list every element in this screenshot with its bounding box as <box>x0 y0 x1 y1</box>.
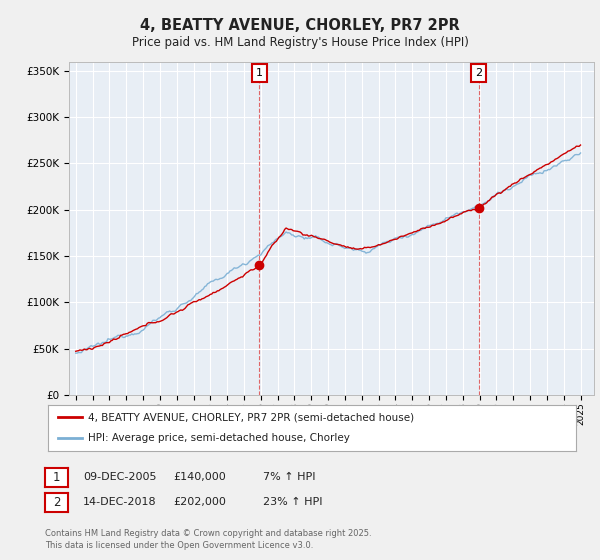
Text: 1: 1 <box>256 68 263 78</box>
Text: 4, BEATTY AVENUE, CHORLEY, PR7 2PR: 4, BEATTY AVENUE, CHORLEY, PR7 2PR <box>140 18 460 33</box>
Text: Contains HM Land Registry data © Crown copyright and database right 2025.
This d: Contains HM Land Registry data © Crown c… <box>45 529 371 550</box>
Text: 1: 1 <box>53 470 60 484</box>
Text: £140,000: £140,000 <box>173 472 226 482</box>
Text: 14-DEC-2018: 14-DEC-2018 <box>83 497 157 507</box>
Text: 4, BEATTY AVENUE, CHORLEY, PR7 2PR (semi-detached house): 4, BEATTY AVENUE, CHORLEY, PR7 2PR (semi… <box>88 412 414 422</box>
Text: Price paid vs. HM Land Registry's House Price Index (HPI): Price paid vs. HM Land Registry's House … <box>131 36 469 49</box>
Text: 09-DEC-2005: 09-DEC-2005 <box>83 472 156 482</box>
Text: 23% ↑ HPI: 23% ↑ HPI <box>263 497 322 507</box>
Text: 2: 2 <box>475 68 482 78</box>
Text: 2: 2 <box>53 496 60 509</box>
Text: 7% ↑ HPI: 7% ↑ HPI <box>263 472 316 482</box>
Text: HPI: Average price, semi-detached house, Chorley: HPI: Average price, semi-detached house,… <box>88 433 349 444</box>
Text: £202,000: £202,000 <box>173 497 226 507</box>
